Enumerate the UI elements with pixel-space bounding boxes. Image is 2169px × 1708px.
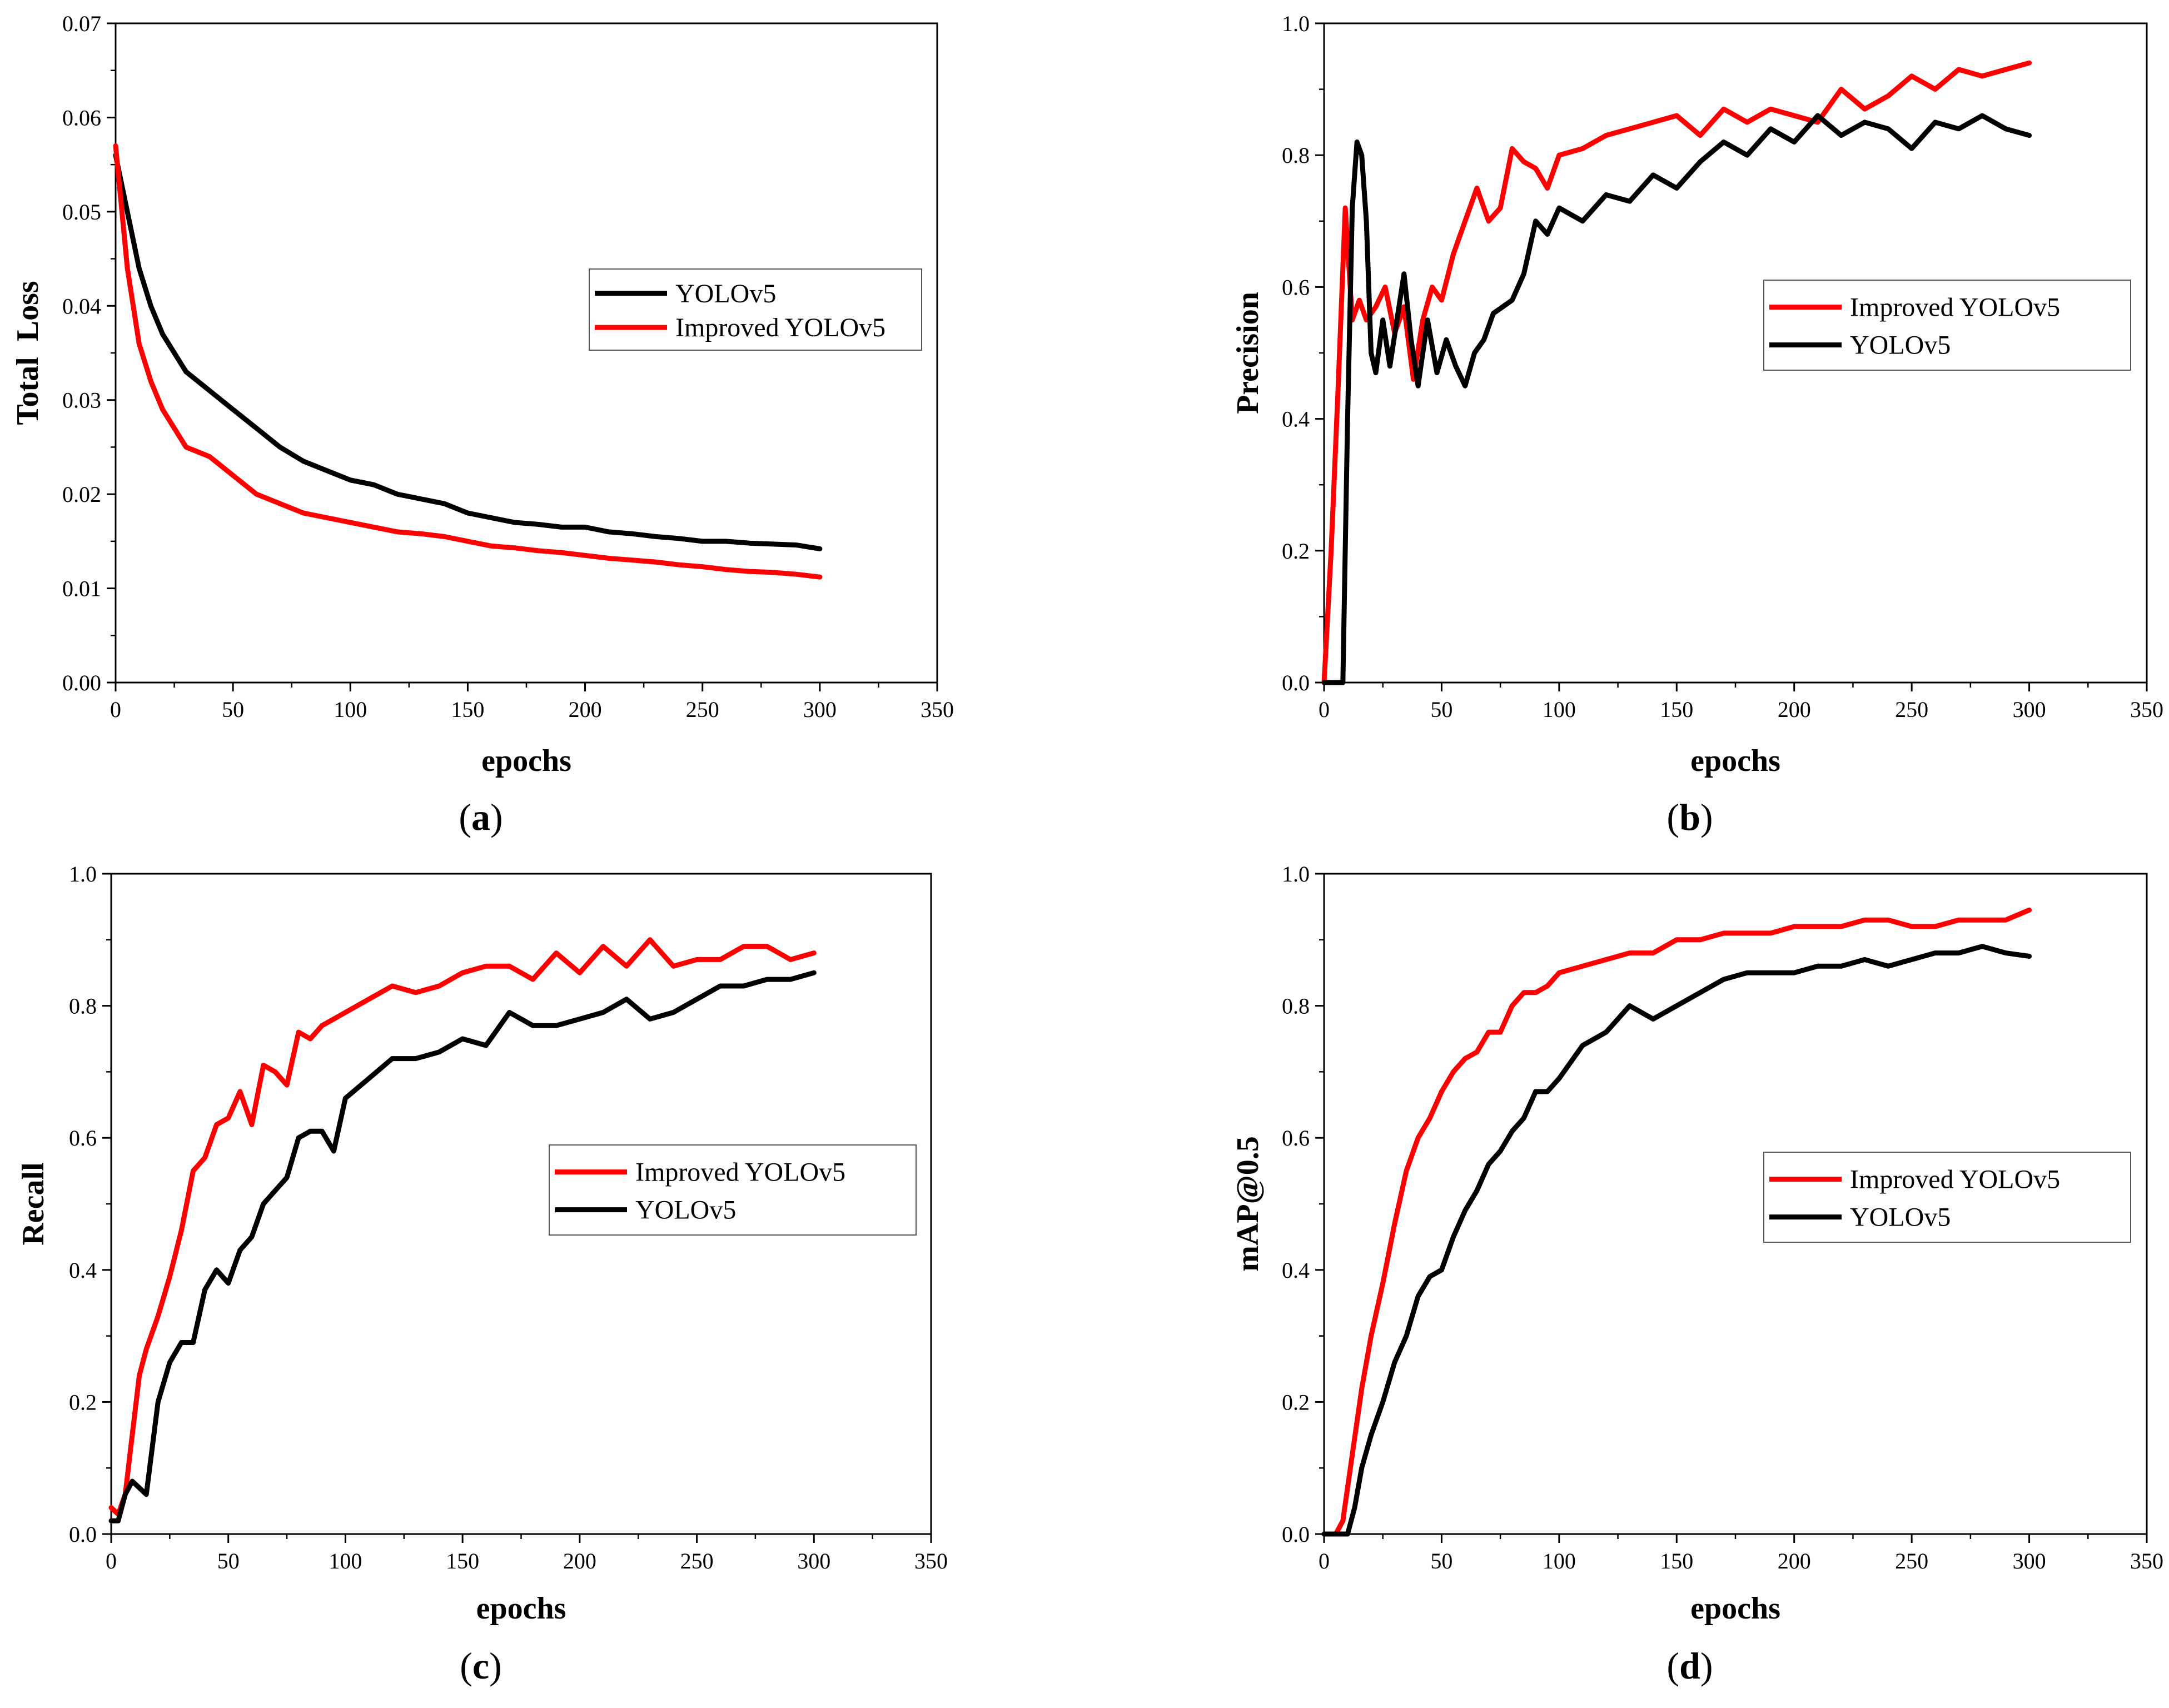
legend: Improved YOLOv5 YOLOv5 [1763,280,2131,371]
legend-box [589,268,922,351]
x-tick-label: 250 [686,697,719,722]
y-axis-label: Recall [16,1162,51,1245]
legend-label: YOLOv5 [1850,1203,1951,1232]
x-tick-label: 100 [1543,697,1576,722]
y-axis-label: Precision [1231,292,1265,414]
y-tick-label: 0.8 [1282,994,1310,1019]
series-line-yolov5 [113,152,823,551]
legend-label: Improved YOLOv5 [1850,293,2060,322]
x-tick-label: 250 [680,1548,714,1573]
y-tick-label: 0.6 [1282,275,1310,300]
y-tick-label: 0.4 [1282,1258,1310,1283]
y-tick-label: 0.04 [62,293,101,318]
x-tick-label: 150 [451,697,484,722]
y-tick-label: 0.0 [1282,670,1310,695]
legend-box [1763,1152,2131,1243]
x-tick-label: 0 [1319,697,1330,722]
x-axis-label: epochs [476,1591,566,1626]
series-line-improved-yolov5 [1321,60,2032,685]
y-tick-label: 0.2 [1282,539,1310,564]
x-tick-label: 300 [803,697,837,722]
x-tick-label: 350 [914,1548,948,1573]
x-tick-label: 200 [1778,697,1811,722]
x-tick-label: 150 [446,1548,479,1573]
x-tick-label: 100 [1543,1548,1576,1573]
y-tick-label: 0.0 [69,1522,97,1547]
x-tick-label: 150 [1660,1548,1693,1573]
y-tick-label: 0.6 [69,1126,97,1151]
legend-label: Improved YOLOv5 [675,313,885,342]
legend-label: YOLOv5 [1850,331,1951,360]
chart-panel-c: 0 50 100 150 200 250 300 350 0.0 0.2 0.4 0.6 0.8 1.0 e… [16,862,948,1687]
legend-label: Improved YOLOv5 [635,1158,845,1187]
legend: Improved YOLOv5 YOLOv5 [1763,1152,2131,1243]
x-tick-label: 0 [1319,1548,1330,1573]
y-tick-label: 0.06 [62,105,101,130]
x-tick-label: 300 [797,1548,830,1573]
series-line-improved-yolov5 [108,937,817,1517]
y-tick-label: 0.03 [62,388,101,413]
panel-letter: (b) [1666,796,1713,838]
legend: YOLOv5 Improved YOLOv5 [589,268,922,351]
x-tick-label: 100 [334,697,367,722]
x-tick-label: 50 [1430,697,1452,722]
x-tick-label: 250 [1895,1548,1928,1573]
x-tick-label: 350 [2130,1548,2163,1573]
legend-box [549,1144,917,1236]
x-axis-label: epochs [481,744,571,778]
x-tick-label: 200 [563,1548,596,1573]
panel-letter: (a) [459,796,503,838]
x-tick-label: 50 [222,697,244,722]
x-tick-label: 200 [569,697,602,722]
y-tick-label: 0.0 [1282,1522,1310,1547]
legend-box [1763,280,2131,371]
y-tick-label: 0.05 [62,200,101,225]
legend-label: YOLOv5 [675,279,776,308]
x-tick-label: 100 [329,1548,362,1573]
y-tick-label: 0.8 [69,994,97,1019]
y-tick-label: 0.2 [1282,1390,1310,1415]
chart-panel-d: 0 50 100 150 200 250 300 350 0.0 0.2 0.4 0.6 0.8 1.0 e… [1231,862,2163,1687]
series-line-yolov5 [1321,944,2032,1537]
y-tick-label: 0.2 [69,1390,97,1415]
x-tick-label: 200 [1778,1548,1811,1573]
series-line-yolov5 [108,970,817,1523]
series-line-improved-yolov5 [113,143,823,580]
chart-panel-a: 0 50 100 150 200 250 300 350 0.00 0.01 0.02 0.03 0.0… [11,11,954,838]
y-tick-label: 0.07 [62,11,101,36]
y-tick-label: 0.02 [62,482,101,507]
x-tick-label: 50 [1430,1548,1452,1573]
y-tick-label: 0.8 [1282,143,1310,168]
y-axis-label: Total Loss [11,281,45,425]
x-tick-label: 150 [1660,697,1693,722]
x-axis-label: epochs [1690,744,1780,778]
series-line-improved-yolov5 [1321,907,2032,1537]
x-tick-label: 250 [1895,697,1928,722]
panel-letter: (c) [460,1645,502,1687]
y-tick-label: 1.0 [1282,862,1310,887]
legend: Improved YOLOv5 YOLOv5 [549,1144,917,1236]
y-tick-label: 0.4 [1282,407,1310,432]
y-axis-label: mAP@0.5 [1231,1136,1265,1271]
y-tick-label: 0.6 [1282,1126,1310,1151]
x-tick-label: 0 [110,697,121,722]
x-tick-label: 350 [2130,697,2163,722]
y-tick-label: 0.00 [62,670,101,695]
x-tick-label: 50 [217,1548,240,1573]
chart-panel-b: 0 50 100 150 200 250 300 350 0.0 0.2 0.4 0.6 0.8 1.0 e… [1231,11,2163,838]
x-tick-label: 300 [2013,697,2046,722]
x-tick-label: 0 [106,1548,117,1573]
x-tick-label: 350 [921,697,954,722]
y-tick-label: 1.0 [69,862,97,887]
series-line-yolov5 [1321,113,2032,685]
x-axis-label: epochs [1690,1591,1780,1626]
y-tick-label: 1.0 [1282,11,1310,36]
panel-letter: (d) [1666,1645,1713,1687]
legend-label: YOLOv5 [635,1196,736,1225]
legend-label: Improved YOLOv5 [1850,1165,2060,1194]
y-tick-label: 0.01 [62,576,101,601]
x-tick-label: 300 [2013,1548,2046,1573]
y-tick-label: 0.4 [69,1258,97,1283]
